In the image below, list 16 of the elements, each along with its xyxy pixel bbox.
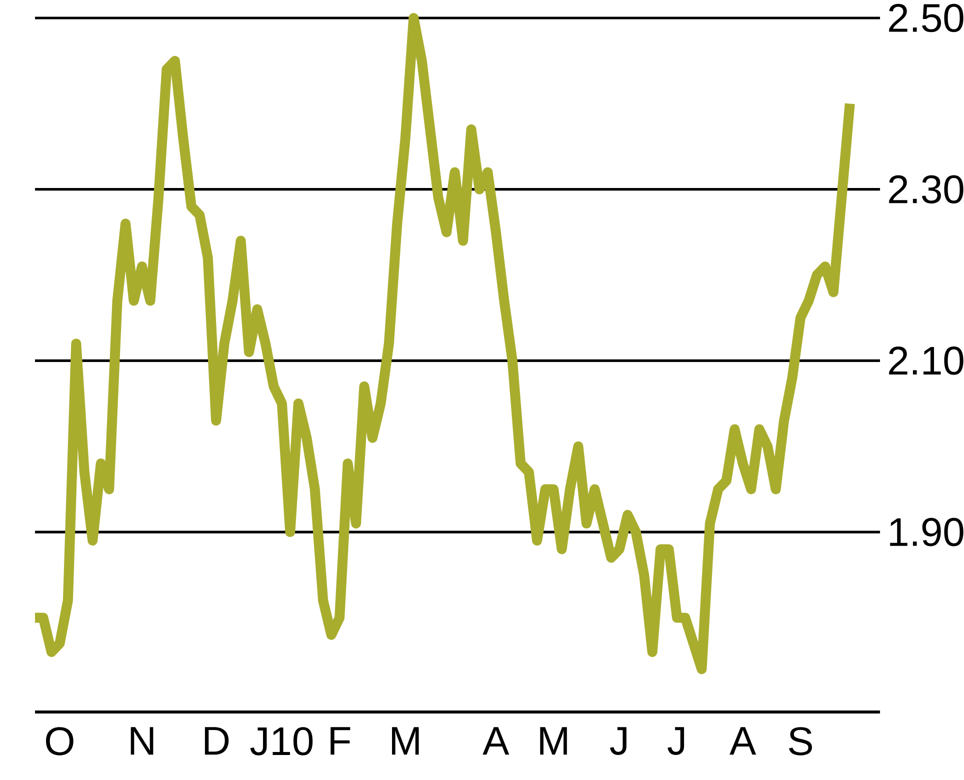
x-tick-label: O [46, 727, 74, 756]
y-tick-label: 2.10 [889, 346, 964, 375]
x-tick-label: J10 [250, 727, 313, 756]
x-tick-label: A [730, 727, 756, 755]
x-tick-label: S [788, 727, 812, 756]
x-tick-label: D [204, 727, 229, 755]
x-tick-label: M [392, 727, 419, 755]
x-tick-label: N [130, 727, 154, 755]
y-tick-label: 2.50 [889, 4, 964, 32]
y-tick-label: 2.30 [889, 175, 964, 204]
x-tick-label: J [610, 727, 626, 755]
x-tick-label: J [668, 727, 684, 755]
x-tick-label: A [482, 727, 510, 755]
x-tick-label: M [540, 727, 567, 755]
x-tick-label: F [330, 727, 350, 755]
y-tick-label: 1.90 [890, 518, 964, 546]
